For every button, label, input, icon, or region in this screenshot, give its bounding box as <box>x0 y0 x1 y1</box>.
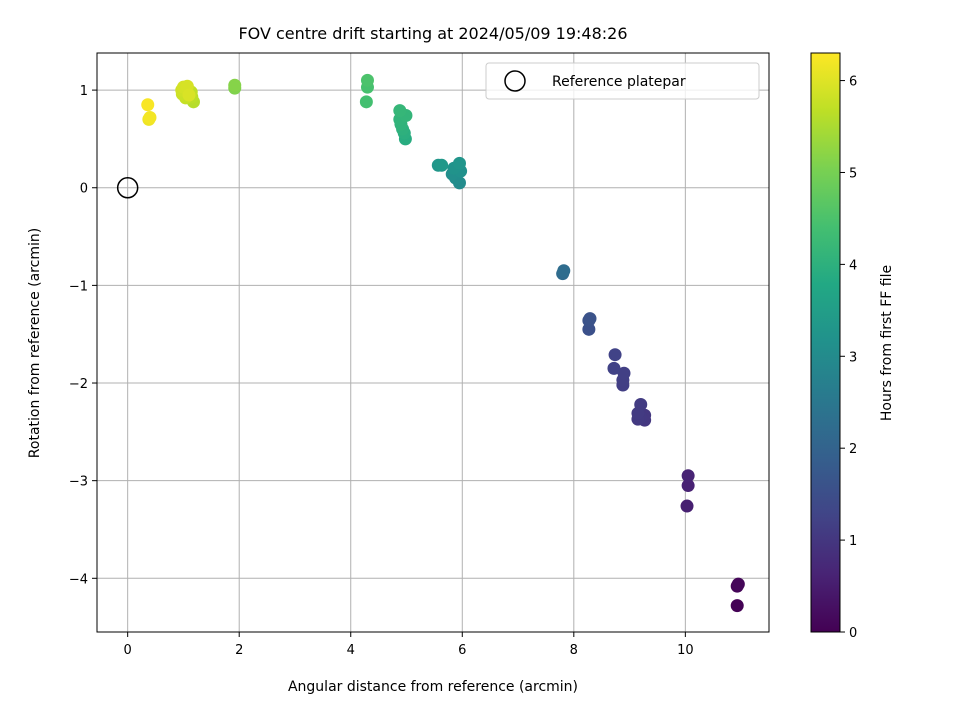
scatter-point <box>608 348 622 362</box>
chart-title: FOV centre drift starting at 2024/05/09 … <box>238 24 627 43</box>
scatter-point <box>435 158 449 172</box>
scatter-point <box>393 104 407 118</box>
scatter-point <box>731 577 745 591</box>
y-tick-label: 0 <box>80 182 88 197</box>
x-axis-ticks: 0 2 4 6 8 10 <box>124 632 694 658</box>
reference-marker <box>116 176 139 199</box>
colorbar-gradient <box>810 52 841 633</box>
scatter-point <box>583 312 597 326</box>
y-axis-label: Rotation from reference (arcmin) <box>27 228 43 458</box>
colorbar: 0 1 2 3 4 5 6 Hours from first FF file <box>810 52 895 641</box>
scatter-point <box>359 95 373 109</box>
scatter-point <box>182 88 196 102</box>
x-axis-label: Angular distance from reference (arcmin) <box>288 679 578 695</box>
x-tick-label: 2 <box>235 643 243 658</box>
scatter-point <box>557 264 571 278</box>
scatter-point <box>617 366 631 380</box>
x-tick-label: 4 <box>347 643 355 658</box>
scatter-point <box>681 479 695 493</box>
legend-marker-circle <box>504 70 526 92</box>
colorbar-ticks: 0 1 2 3 4 5 6 <box>840 75 857 641</box>
y-tick-label: 1 <box>80 84 88 99</box>
legend: Reference platepar <box>485 62 760 100</box>
colorbar-tick-label: 3 <box>849 350 857 365</box>
scatter-point <box>634 398 648 412</box>
y-tick-label: −3 <box>69 475 88 490</box>
colorbar-label: Hours from first FF file <box>879 265 895 421</box>
data-points <box>141 73 745 613</box>
legend-label: Reference platepar <box>552 74 686 90</box>
legend-box <box>485 62 760 100</box>
colorbar-tick-label: 6 <box>849 75 857 90</box>
y-tick-label: −1 <box>69 279 88 294</box>
scatter-point <box>607 361 621 375</box>
scatter-point <box>730 599 744 613</box>
colorbar-tick-label: 4 <box>849 258 857 273</box>
grid <box>97 53 769 632</box>
scatter-point <box>141 98 155 112</box>
x-tick-label: 0 <box>124 643 132 658</box>
y-tick-label: −4 <box>69 572 88 587</box>
reference-point <box>116 176 139 199</box>
scatter-point <box>680 499 694 513</box>
scatter-point <box>143 110 157 124</box>
scatter-point <box>360 73 374 87</box>
colorbar-tick-label: 0 <box>849 626 857 641</box>
colorbar-tick-label: 1 <box>849 534 857 549</box>
y-tick-label: −2 <box>69 377 88 392</box>
colorbar-tick-label: 2 <box>849 442 857 457</box>
colorbar-tick-label: 5 <box>849 166 857 181</box>
y-axis-ticks: −4 −3 −2 −1 0 1 <box>69 84 97 587</box>
scatter-point <box>681 469 695 483</box>
x-tick-label: 8 <box>570 643 578 658</box>
plot-frame <box>96 52 770 633</box>
x-tick-label: 10 <box>677 643 694 658</box>
x-tick-label: 6 <box>458 643 466 658</box>
scatter-point <box>452 156 466 170</box>
scatter-point <box>228 78 242 92</box>
